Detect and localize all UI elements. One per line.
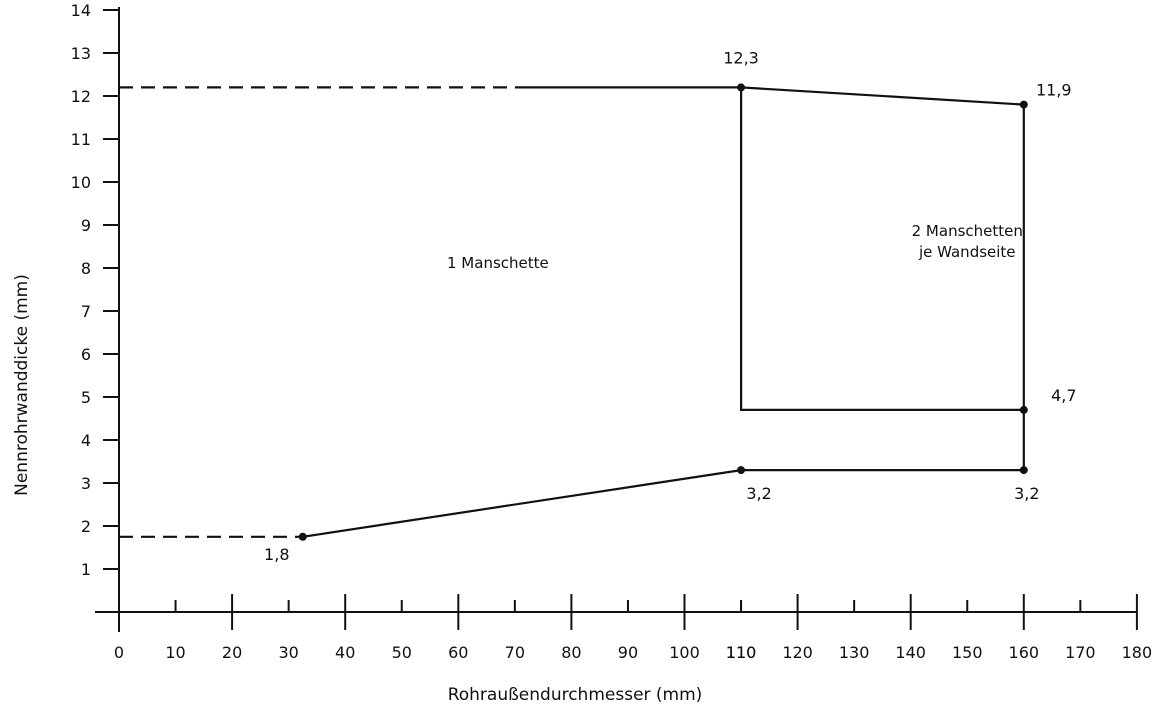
data-point-label: 11,9 [1036, 81, 1072, 100]
data-point [298, 532, 307, 541]
y-tick-label: 13 [71, 44, 91, 63]
x-tick-label: 10 [165, 643, 185, 662]
data-point-label: 12,3 [723, 48, 759, 67]
y-tick-label: 7 [81, 302, 91, 321]
region-annotation: 2 Manschetten je Wandseite [912, 222, 1023, 261]
y-tick-label: 12 [71, 87, 91, 106]
data-point [737, 466, 746, 475]
axes [95, 7, 1137, 632]
series [119, 86, 1025, 538]
y-tick-label: 11 [71, 130, 91, 149]
y-tick-label: 4 [81, 431, 91, 450]
x-tick-label: 150 [952, 643, 983, 662]
annotation-line: je Wandseite [918, 243, 1016, 261]
data-point [1019, 466, 1028, 475]
x-tick-label: 160 [1009, 643, 1040, 662]
x-tick-label: 110 [726, 643, 757, 662]
x-tick-label: 70 [505, 643, 525, 662]
y-tick-label: 2 [81, 517, 91, 536]
x-tick-label: 40 [335, 643, 355, 662]
data-point [1019, 100, 1028, 109]
boundary-line [302, 469, 1024, 538]
data-point-label: 3,2 [746, 484, 771, 503]
x-tick-label: 100 [669, 643, 700, 662]
annotation-line: 2 Manschetten [912, 222, 1023, 240]
data-point-label: 4,7 [1051, 386, 1076, 405]
y-tick-label: 9 [81, 216, 91, 235]
x-tick-label: 110 [726, 643, 757, 662]
x-axis-label: Rohraußendurchmesser (mm) [448, 685, 703, 705]
x-tick-label: 120 [782, 643, 813, 662]
x-tick-label: 30 [278, 643, 298, 662]
data-point [1019, 405, 1028, 414]
x-tick-label: 130 [839, 643, 870, 662]
x-tick-label: 140 [895, 643, 926, 662]
y-tick-label: 8 [81, 259, 91, 278]
y-tick-label: 3 [81, 474, 91, 493]
region-annotation: 1 Manschette [447, 254, 549, 272]
data-point [737, 83, 746, 92]
x-tick-label: 80 [561, 643, 581, 662]
y-tick-label: 1 [81, 560, 91, 579]
data-point-label: 1,8 [264, 545, 289, 564]
x-tick-label: 180 [1122, 643, 1153, 662]
y-tick-label: 5 [81, 388, 91, 407]
data-point-label: 3,2 [1014, 484, 1039, 503]
y-tick-label: 10 [71, 173, 91, 192]
y-axis-label: Nennrohrwanddicke (mm) [12, 274, 32, 496]
markers: 12,3 11,9 4,7 3,2 3,2 1,8 [264, 48, 1076, 563]
boundary-line [514, 86, 1024, 106]
x-tick-label: 60 [448, 643, 468, 662]
y-tick-label: 6 [81, 345, 91, 364]
y-tick-label: 14 [71, 1, 91, 20]
x-tick-label: 20 [222, 643, 242, 662]
x-tick-label: 50 [392, 643, 412, 662]
annotation-line: 1 Manschette [447, 254, 549, 272]
x-tick-label: 0 [114, 643, 124, 662]
annotations: 1 Manschette 2 Manschetten je Wandseite [447, 222, 1023, 272]
x-tick-label: 90 [618, 643, 638, 662]
boundary-line [739, 87, 1024, 411]
x-tick-label: 170 [1065, 643, 1096, 662]
